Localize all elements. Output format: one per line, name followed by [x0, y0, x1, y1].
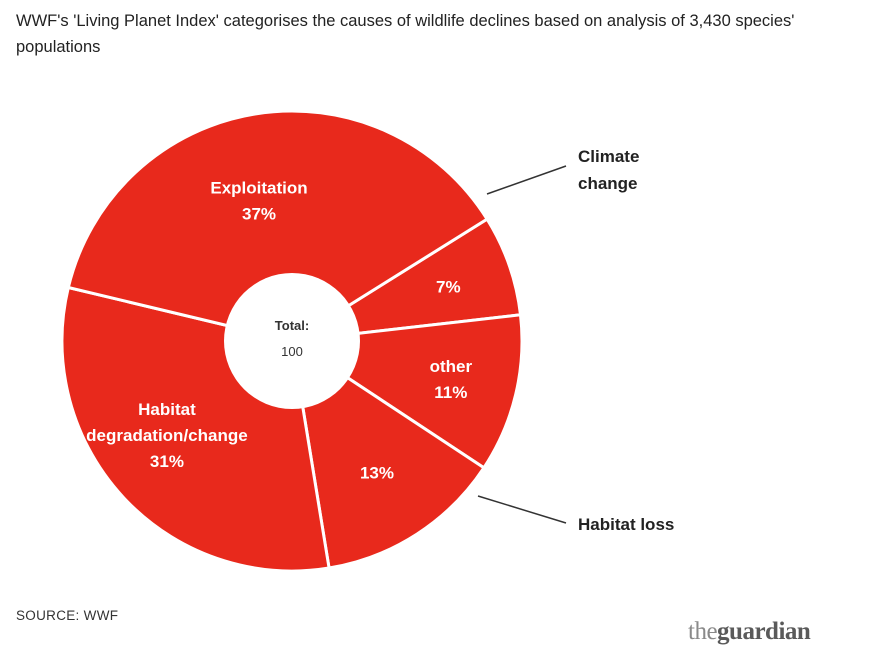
slice-habitat-loss — [289, 337, 486, 570]
source-note: SOURCE: WWF — [16, 608, 119, 623]
slice-label-habitat-degradation-change-2: 31% — [150, 452, 184, 471]
callout-climate-change-0: Climate — [578, 147, 639, 166]
slice-labels-group: 7% other 11% 13% Habitat degradation/change 31… — [86, 178, 472, 482]
chart-title: WWF's 'Living Planet Index' categorises … — [16, 12, 795, 56]
leader-line-climate-change — [486, 165, 567, 195]
guardian-logo: theguardian — [688, 618, 811, 646]
slice-label-habitat-loss-0: 13% — [360, 463, 394, 482]
slice-label-other-1: 11% — [434, 383, 467, 402]
slice-exploitation — [66, 109, 490, 343]
logo-the: the — [688, 618, 718, 645]
callouts-group: Climate change Habitat loss — [477, 147, 674, 534]
logo-name: guardian — [717, 618, 811, 645]
slice-label-exploitation-1: 37% — [242, 204, 276, 223]
slice-label-exploitation-0: Exploitation — [210, 178, 307, 197]
leader-line-habitat-loss — [477, 495, 567, 524]
donut-hole — [224, 273, 360, 409]
slice-label-climate-change-0: 7% — [436, 277, 461, 296]
callout-climate-change-1: change — [578, 174, 638, 193]
slice-label-habitat-degradation-change-1: degradation/change — [86, 426, 248, 445]
callout-habitat-loss-0: Habitat loss — [578, 515, 674, 534]
slice-label-habitat-degradation-change-0: Habitat — [138, 400, 196, 419]
slice-label-other-0: other — [430, 357, 473, 376]
center-total-value: 100 — [281, 344, 303, 359]
center-total-label: Total: — [275, 318, 309, 333]
